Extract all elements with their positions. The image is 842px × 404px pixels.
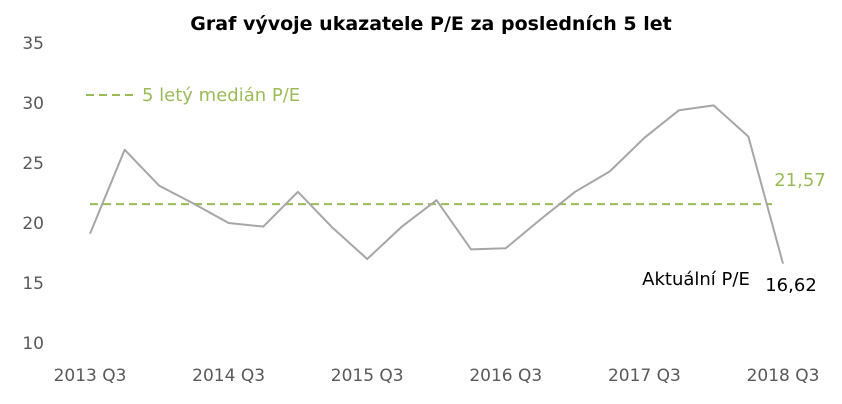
y-tick-label: 35 [22, 34, 44, 54]
data-point [574, 191, 576, 193]
data-point [505, 247, 507, 249]
data-point [158, 185, 160, 187]
data-point [89, 233, 91, 235]
x-tick-label: 2013 Q3 [54, 366, 127, 386]
x-tick-label: 2016 Q3 [469, 366, 542, 386]
chart-title: Graf vývoje ukazatele P/E za posledních … [190, 13, 671, 35]
data-point [297, 191, 299, 193]
data-point [332, 227, 334, 229]
x-tick-label: 2018 Q3 [747, 366, 820, 386]
data-point [539, 218, 541, 220]
data-point [262, 226, 264, 228]
data-point [124, 149, 126, 151]
data-point [747, 136, 749, 138]
current-pe-value: 16,62 [765, 275, 817, 296]
legend: 5 letý medián P/E [86, 85, 300, 106]
x-tick-label: 2017 Q3 [608, 366, 681, 386]
x-tick-label: 2015 Q3 [331, 366, 404, 386]
x-axis: 2013 Q3 2014 Q3 2015 Q3 2016 Q3 2017 Q3 2018 … [54, 366, 820, 386]
y-axis: 10 15 20 25 30 35 [22, 34, 44, 354]
data-point [401, 226, 403, 228]
data-point [782, 263, 784, 265]
y-tick-label: 25 [22, 154, 44, 174]
data-point [470, 248, 472, 250]
current-pe-label: Aktuální P/E [642, 269, 750, 290]
data-point [609, 170, 611, 172]
data-point [436, 199, 438, 201]
y-tick-label: 20 [22, 214, 44, 234]
legend-label-median: 5 letý medián P/E [142, 85, 300, 106]
plot-area [89, 104, 784, 264]
y-tick-label: 30 [22, 94, 44, 114]
pe-series-line [89, 104, 784, 264]
data-point [713, 104, 715, 106]
data-point [678, 109, 680, 111]
y-tick-label: 15 [22, 274, 44, 294]
data-point [193, 203, 195, 205]
x-tick-label: 2014 Q3 [192, 366, 265, 386]
y-tick-label: 10 [22, 334, 44, 354]
median-value-label: 21,57 [774, 170, 826, 191]
data-point [228, 222, 230, 224]
data-point [643, 137, 645, 139]
data-point [366, 258, 368, 260]
